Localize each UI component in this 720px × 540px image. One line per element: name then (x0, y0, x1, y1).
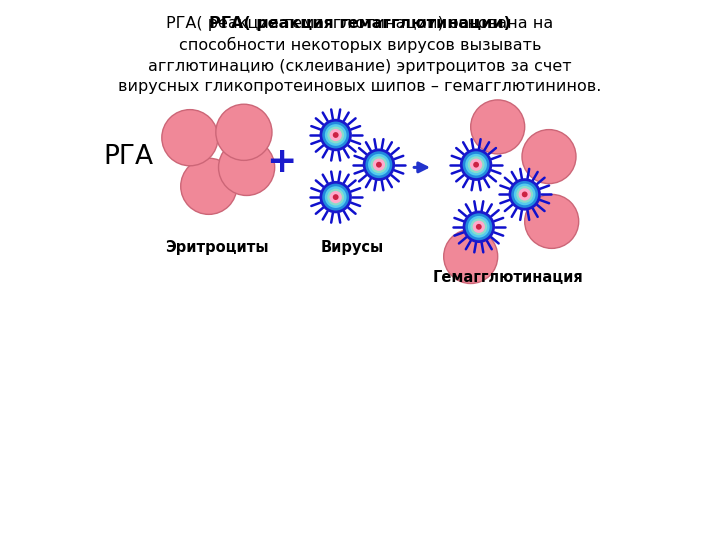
Text: РГА( реакция гемагглютинации): РГА( реакция гемагглютинации) (209, 16, 511, 31)
Text: +: + (266, 145, 297, 179)
Ellipse shape (162, 110, 218, 166)
Text: РГА: РГА (104, 144, 153, 170)
Ellipse shape (525, 194, 579, 248)
Circle shape (325, 124, 346, 146)
Circle shape (522, 192, 528, 197)
Circle shape (371, 156, 387, 173)
Circle shape (330, 191, 342, 203)
Ellipse shape (471, 100, 525, 154)
Circle shape (470, 218, 487, 235)
Circle shape (328, 188, 344, 206)
Circle shape (320, 119, 352, 151)
Circle shape (468, 216, 490, 238)
Circle shape (376, 162, 382, 167)
Text: Эритроциты: Эритроциты (165, 240, 269, 255)
Circle shape (476, 224, 482, 230)
Circle shape (333, 132, 338, 138)
Circle shape (463, 151, 490, 178)
Circle shape (518, 188, 531, 200)
Ellipse shape (181, 158, 237, 214)
Ellipse shape (219, 139, 275, 195)
Circle shape (368, 154, 390, 176)
Circle shape (514, 184, 536, 205)
Text: РГА( реакция гемагглютинации) основана на
способности некоторых вирусов вызывать: РГА( реакция гемагглютинации) основана н… (118, 16, 602, 94)
Ellipse shape (216, 104, 272, 160)
Text: Вирусы: Вирусы (320, 240, 384, 255)
Circle shape (516, 186, 533, 203)
Circle shape (323, 184, 349, 211)
Circle shape (470, 159, 482, 171)
Text: Гемагглютинация: Гемагглютинация (433, 270, 584, 285)
Circle shape (465, 154, 487, 176)
Circle shape (363, 148, 395, 181)
Circle shape (320, 181, 352, 213)
Circle shape (328, 126, 344, 144)
Circle shape (373, 159, 385, 171)
Circle shape (325, 186, 346, 208)
Circle shape (366, 151, 392, 178)
Circle shape (508, 178, 541, 211)
Circle shape (468, 156, 485, 173)
Circle shape (472, 221, 485, 233)
Circle shape (473, 162, 479, 167)
Ellipse shape (444, 230, 498, 284)
Circle shape (460, 148, 492, 181)
Circle shape (323, 122, 349, 148)
Circle shape (465, 213, 492, 240)
Circle shape (463, 211, 495, 243)
Ellipse shape (522, 130, 576, 184)
Circle shape (330, 129, 342, 141)
Circle shape (511, 181, 538, 208)
Circle shape (333, 194, 338, 200)
